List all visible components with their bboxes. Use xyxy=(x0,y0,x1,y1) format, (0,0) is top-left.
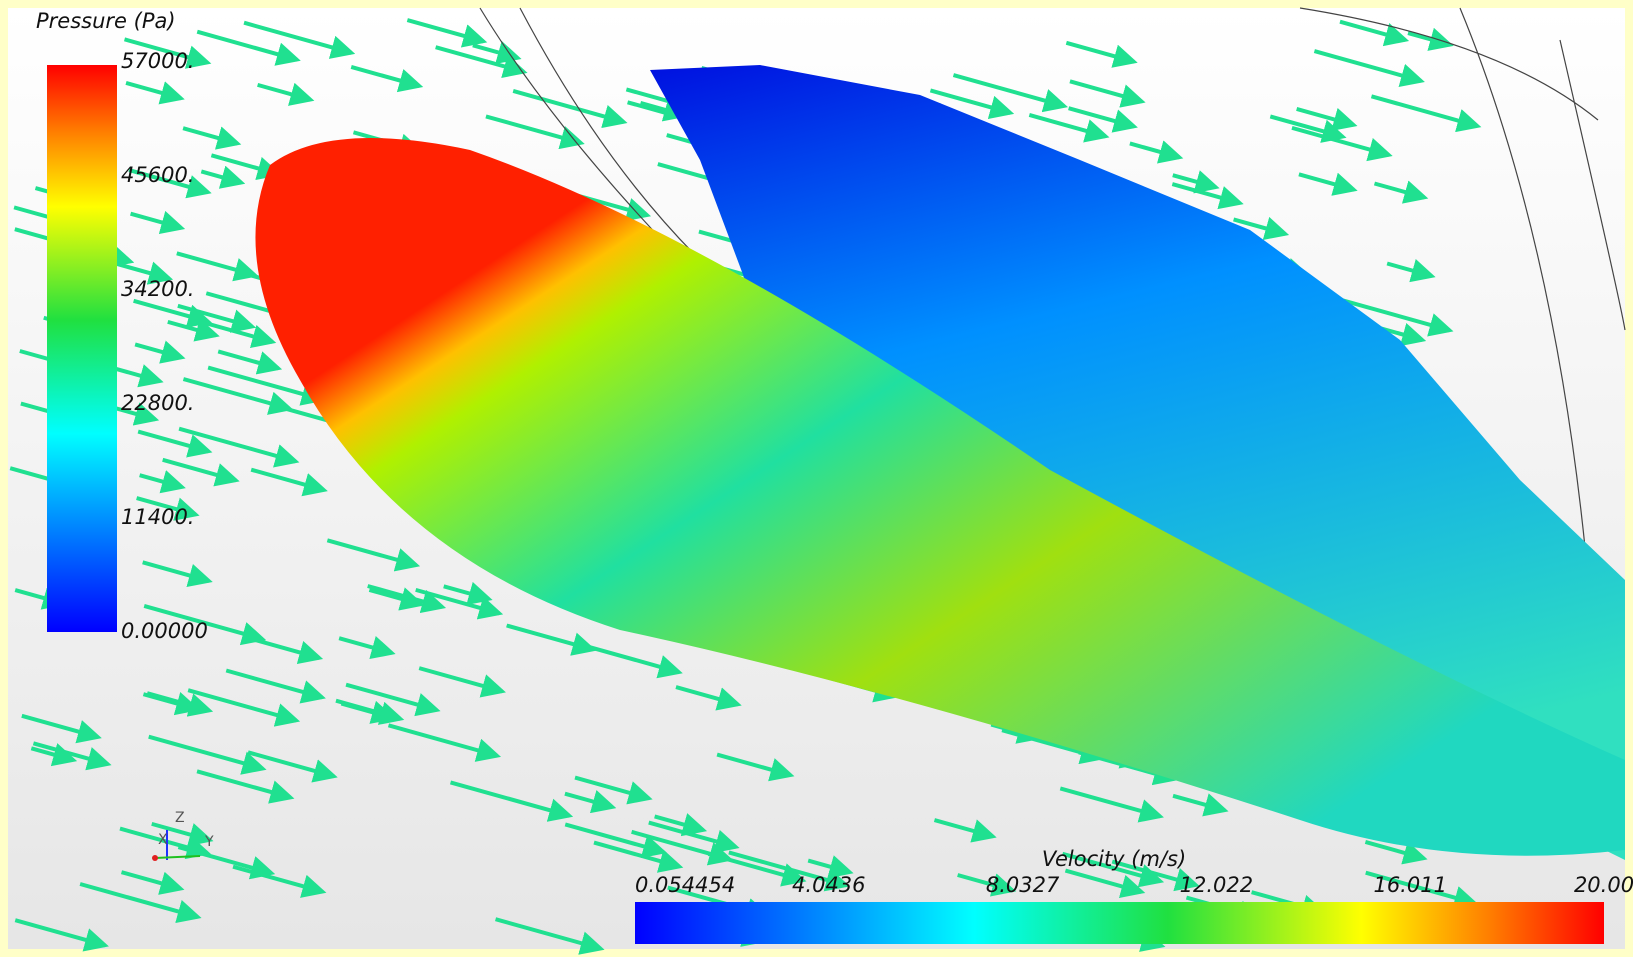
viewport: Pressure (Pa) 57000. 45600. 34200. 22800. 11… xyxy=(0,0,1633,957)
page: Pressure (Pa) 57000. 45600. 34200. 22800. 11… xyxy=(0,0,1633,957)
pressure-label: 34200. xyxy=(121,277,194,301)
pressure-title: Pressure (Pa) xyxy=(36,9,176,33)
velocity-label: 20.00 xyxy=(1574,873,1633,897)
axis-label: Z xyxy=(175,810,185,826)
axis-label: X xyxy=(158,832,168,848)
pressure-label: 11400. xyxy=(121,505,194,529)
pressure-label: 22800. xyxy=(121,391,194,415)
velocity-label: 12.022 xyxy=(1180,873,1253,897)
velocity-colorbar xyxy=(635,902,1604,944)
axis-label: Y xyxy=(204,834,214,850)
pressure-colorbar xyxy=(47,65,117,632)
velocity-title: Velocity (m/s) xyxy=(1042,847,1186,871)
velocity-label: 8.0327 xyxy=(986,873,1060,897)
pressure-label: 45600. xyxy=(121,163,194,187)
pressure-label: 0.00000 xyxy=(121,619,208,643)
velocity-label: 0.054454 xyxy=(635,873,735,897)
velocity-label: 4.0436 xyxy=(792,873,865,897)
velocity-label: 16.011 xyxy=(1373,873,1446,897)
pressure-label: 57000. xyxy=(121,49,194,73)
x-axis xyxy=(152,855,158,861)
